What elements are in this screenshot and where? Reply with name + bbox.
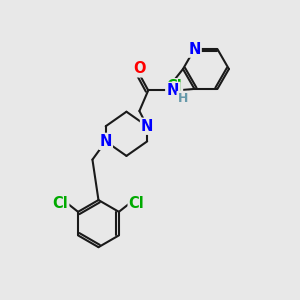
Text: N: N xyxy=(100,134,112,149)
Text: O: O xyxy=(133,61,146,76)
Text: Cl: Cl xyxy=(52,196,68,211)
Text: Cl: Cl xyxy=(166,79,182,94)
Text: H: H xyxy=(178,92,188,105)
Text: N: N xyxy=(141,119,153,134)
Text: N: N xyxy=(167,83,179,98)
Text: Cl: Cl xyxy=(129,196,144,211)
Text: N: N xyxy=(188,42,201,57)
